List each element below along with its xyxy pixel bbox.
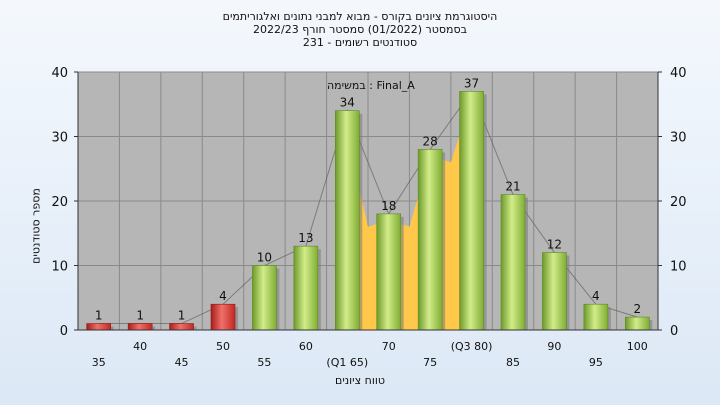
bar-value-label: 21 [505, 180, 520, 194]
bar [293, 245, 319, 331]
y-tick-label-left: 30 [51, 131, 68, 146]
bar [417, 149, 443, 331]
x-tick-label: 60 [299, 340, 313, 353]
y-tick-label-right: 30 [670, 131, 687, 146]
x-tick-label: (Q3 80) [451, 340, 493, 353]
bar [500, 194, 526, 331]
y-tick-label-right: 20 [670, 195, 687, 210]
x-tick-label: 40 [133, 340, 147, 353]
bar-value-label: 4 [592, 289, 600, 303]
y-tick-label-right: 0 [670, 324, 678, 339]
bar-value-label: 1 [136, 309, 144, 323]
x-tick-label: 95 [589, 356, 603, 369]
bar [542, 252, 567, 331]
bar [624, 316, 650, 331]
y-tick-label-left: 40 [51, 66, 68, 81]
labels-layer: 1 35 1 40 1 45 4 50 10 55 13 60 34 (Q1 65) 18 70 28 75 37 (… [92, 76, 648, 369]
bar [334, 110, 360, 331]
axes: 0 0 10 10 20 20 30 30 40 40 [51, 66, 686, 339]
x-tick-label: 55 [257, 356, 271, 369]
y-tick-label-left: 0 [60, 324, 68, 339]
bar-value-label: 37 [464, 76, 479, 90]
y-tick-label-right: 10 [670, 260, 687, 275]
bar [169, 323, 194, 331]
bar-value-label: 10 [257, 251, 272, 265]
x-tick-label: 100 [627, 340, 648, 353]
chart-title: היסטוגרמת ציונים בקורס - מבוא למבני נתונ… [222, 10, 498, 23]
bar [459, 91, 484, 331]
x-tick-label: 50 [216, 340, 230, 353]
y-tick-label-right: 40 [670, 66, 687, 81]
bar-value-label: 1 [95, 309, 103, 323]
chart-title-block: היסטוגרמת ציונים בקורס - מבוא למבני נתונ… [0, 10, 720, 49]
bar [252, 265, 277, 331]
x-tick-label: 35 [92, 356, 106, 369]
bar-value-label: 4 [219, 289, 227, 303]
x-tick-label: 90 [547, 340, 561, 353]
bar-value-label: 2 [633, 302, 641, 316]
bar [376, 213, 402, 331]
chart-subtitle-semester: בסמסטר (01/2022) סמסטר חורף 2022/23 [253, 23, 467, 36]
y-tick-label-left: 10 [51, 260, 68, 275]
distribution-line [98, 90, 638, 325]
bar-value-label: 18 [381, 199, 396, 213]
x-tick-label: 85 [506, 356, 520, 369]
x-tick-label: (Q1 65) [326, 356, 368, 369]
y-tick-label-left: 20 [51, 195, 68, 210]
chart-subtitle-enrolled: סטודנטים רשומים - 231 [302, 36, 418, 49]
bar-value-label: 28 [423, 134, 438, 148]
y-axis-label: מספר סטודנטים [29, 188, 43, 264]
bar [583, 303, 609, 331]
x-tick-label: 75 [423, 356, 437, 369]
bars-layer [86, 91, 653, 331]
x-axis-label: טווח ציונים [335, 374, 385, 387]
bar [210, 303, 236, 331]
bar-value-label: 1 [178, 309, 186, 323]
bar [127, 323, 153, 331]
bar-value-label: 12 [547, 238, 562, 252]
bar-value-label: 34 [340, 96, 355, 110]
x-tick-label: 45 [175, 356, 189, 369]
bar-value-label: 13 [298, 231, 313, 245]
x-tick-label: 70 [382, 340, 396, 353]
bar [86, 323, 112, 331]
task-annotation: במשימה : Final_A [327, 79, 415, 92]
